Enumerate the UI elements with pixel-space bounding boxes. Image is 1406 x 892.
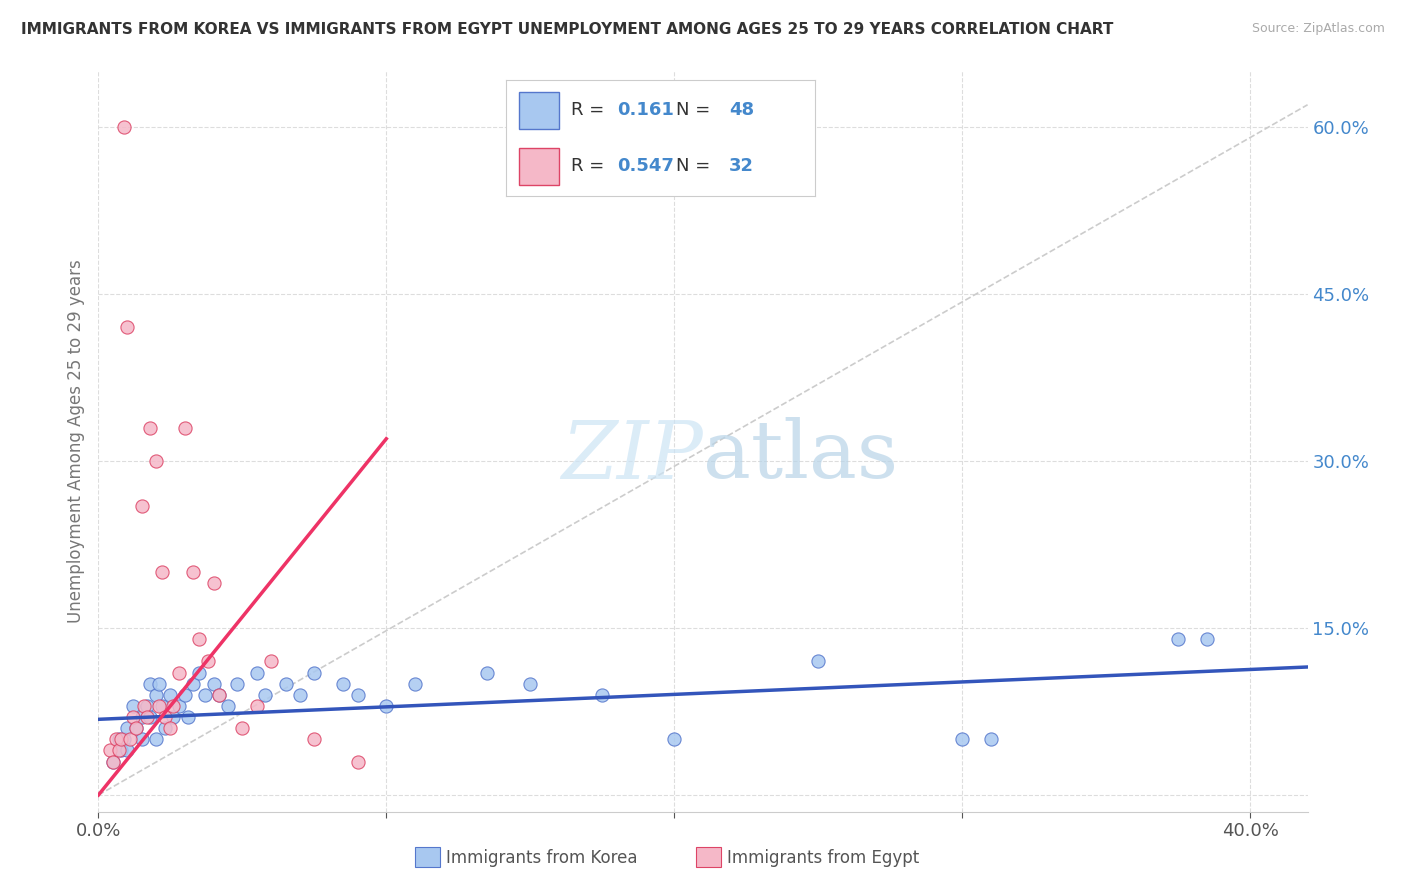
Text: R =: R = [571,157,610,175]
Point [136,698,159,713]
Point [145,454,167,468]
Point [346,688,368,702]
Text: ZIP: ZIP [561,417,703,495]
Point [98,743,121,757]
Point [664,732,686,747]
Point [115,320,138,334]
Point [148,698,170,713]
Point [176,710,198,724]
Text: 0.161: 0.161 [617,102,675,120]
Point [139,420,162,434]
Point [980,732,1002,747]
Point [475,665,498,680]
Point [148,676,170,690]
Point [110,732,132,747]
Text: 48: 48 [728,102,754,120]
Point [122,710,145,724]
Text: atlas: atlas [703,417,898,495]
FancyBboxPatch shape [519,92,558,129]
Point [254,688,277,702]
Point [101,755,124,769]
Point [107,732,129,747]
Point [231,721,253,735]
Point [162,698,184,713]
Point [188,632,211,647]
Point [346,755,368,769]
Point [115,743,138,757]
Point [153,721,176,735]
Point [1167,632,1189,647]
Point [122,698,145,713]
Point [304,665,326,680]
Point [139,710,162,724]
Point [125,721,148,735]
Point [225,676,247,690]
Point [173,420,195,434]
Text: R =: R = [571,102,610,120]
Point [107,743,129,757]
Point [208,688,231,702]
Point [125,721,148,735]
Text: Immigrants from Korea: Immigrants from Korea [446,849,637,867]
Point [807,655,830,669]
Point [950,732,973,747]
Point [131,732,153,747]
Point [136,710,159,724]
Point [246,698,269,713]
Text: Immigrants from Egypt: Immigrants from Egypt [727,849,920,867]
Text: 32: 32 [728,157,754,175]
Point [139,676,162,690]
Point [110,743,132,757]
Point [104,732,127,747]
Point [131,710,153,724]
Point [404,676,426,690]
Y-axis label: Unemployment Among Ages 25 to 29 years: Unemployment Among Ages 25 to 29 years [66,260,84,624]
Point [260,655,283,669]
Point [208,688,231,702]
Point [120,732,142,747]
Point [288,688,311,702]
Point [112,732,135,747]
Point [183,566,205,580]
Point [159,688,181,702]
Point [150,566,173,580]
Text: 0.547: 0.547 [617,157,675,175]
Point [591,688,613,702]
Text: IMMIGRANTS FROM KOREA VS IMMIGRANTS FROM EGYPT UNEMPLOYMENT AMONG AGES 25 TO 29 : IMMIGRANTS FROM KOREA VS IMMIGRANTS FROM… [21,22,1114,37]
Point [519,676,541,690]
Point [167,665,190,680]
Text: N =: N = [676,157,716,175]
Point [101,755,124,769]
Point [274,676,297,690]
Point [332,676,354,690]
Point [1195,632,1218,647]
Point [202,676,225,690]
Point [115,721,138,735]
Point [173,688,195,702]
Point [217,698,239,713]
Point [159,721,181,735]
Point [145,732,167,747]
Point [145,688,167,702]
Text: N =: N = [676,102,716,120]
Point [188,665,211,680]
Text: Source: ZipAtlas.com: Source: ZipAtlas.com [1251,22,1385,36]
Point [153,710,176,724]
Point [150,698,173,713]
Point [134,698,156,713]
Point [183,676,205,690]
Point [202,576,225,591]
Point [246,665,269,680]
Point [112,120,135,134]
FancyBboxPatch shape [519,147,558,185]
Point [194,688,217,702]
Point [131,499,153,513]
Point [162,710,184,724]
Point [197,655,219,669]
Point [167,698,190,713]
Point [304,732,326,747]
Point [375,698,398,713]
